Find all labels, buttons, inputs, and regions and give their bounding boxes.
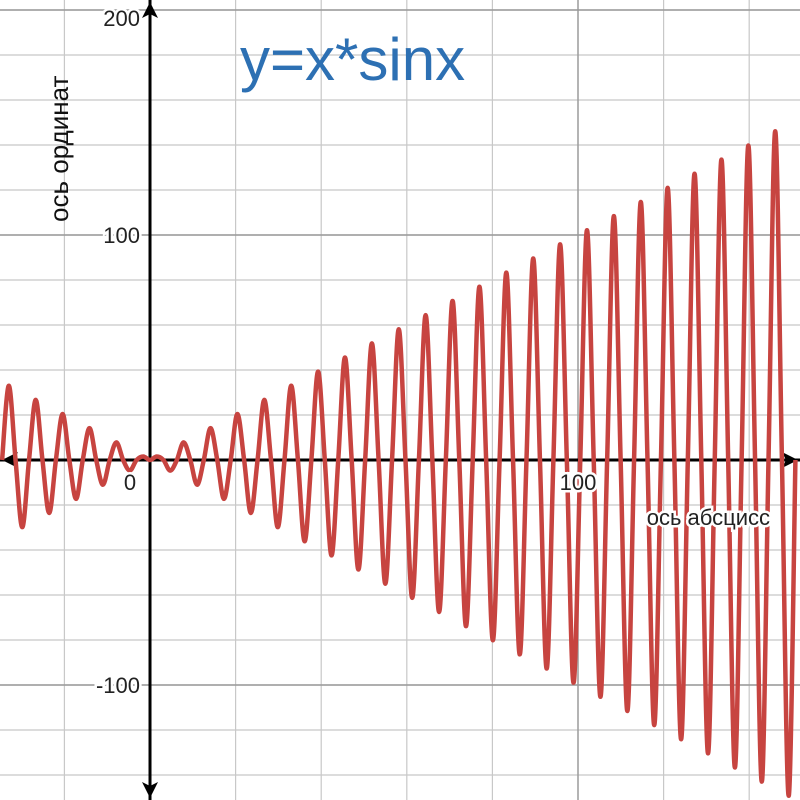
x-tick-label: 0 (124, 470, 136, 495)
curve (0, 129, 798, 799)
y-tick-label: 200 (103, 6, 140, 31)
labels: y=x*sinx ось абсцисс ось ординат 0 100 -10… (44, 4, 773, 701)
arrow (782, 451, 798, 468)
x-tick-label: 100 (560, 470, 597, 495)
arrow (142, 2, 159, 18)
y-axis-label: ось ординат (44, 76, 74, 222)
arrow (142, 782, 159, 798)
y-tick-label: 100 (103, 223, 140, 248)
chart-title: y=x*sinx (240, 26, 465, 93)
x-axis-label: ось абсцисс (647, 505, 770, 530)
plot (0, 129, 798, 799)
y-tick-label: -100 (96, 673, 140, 698)
